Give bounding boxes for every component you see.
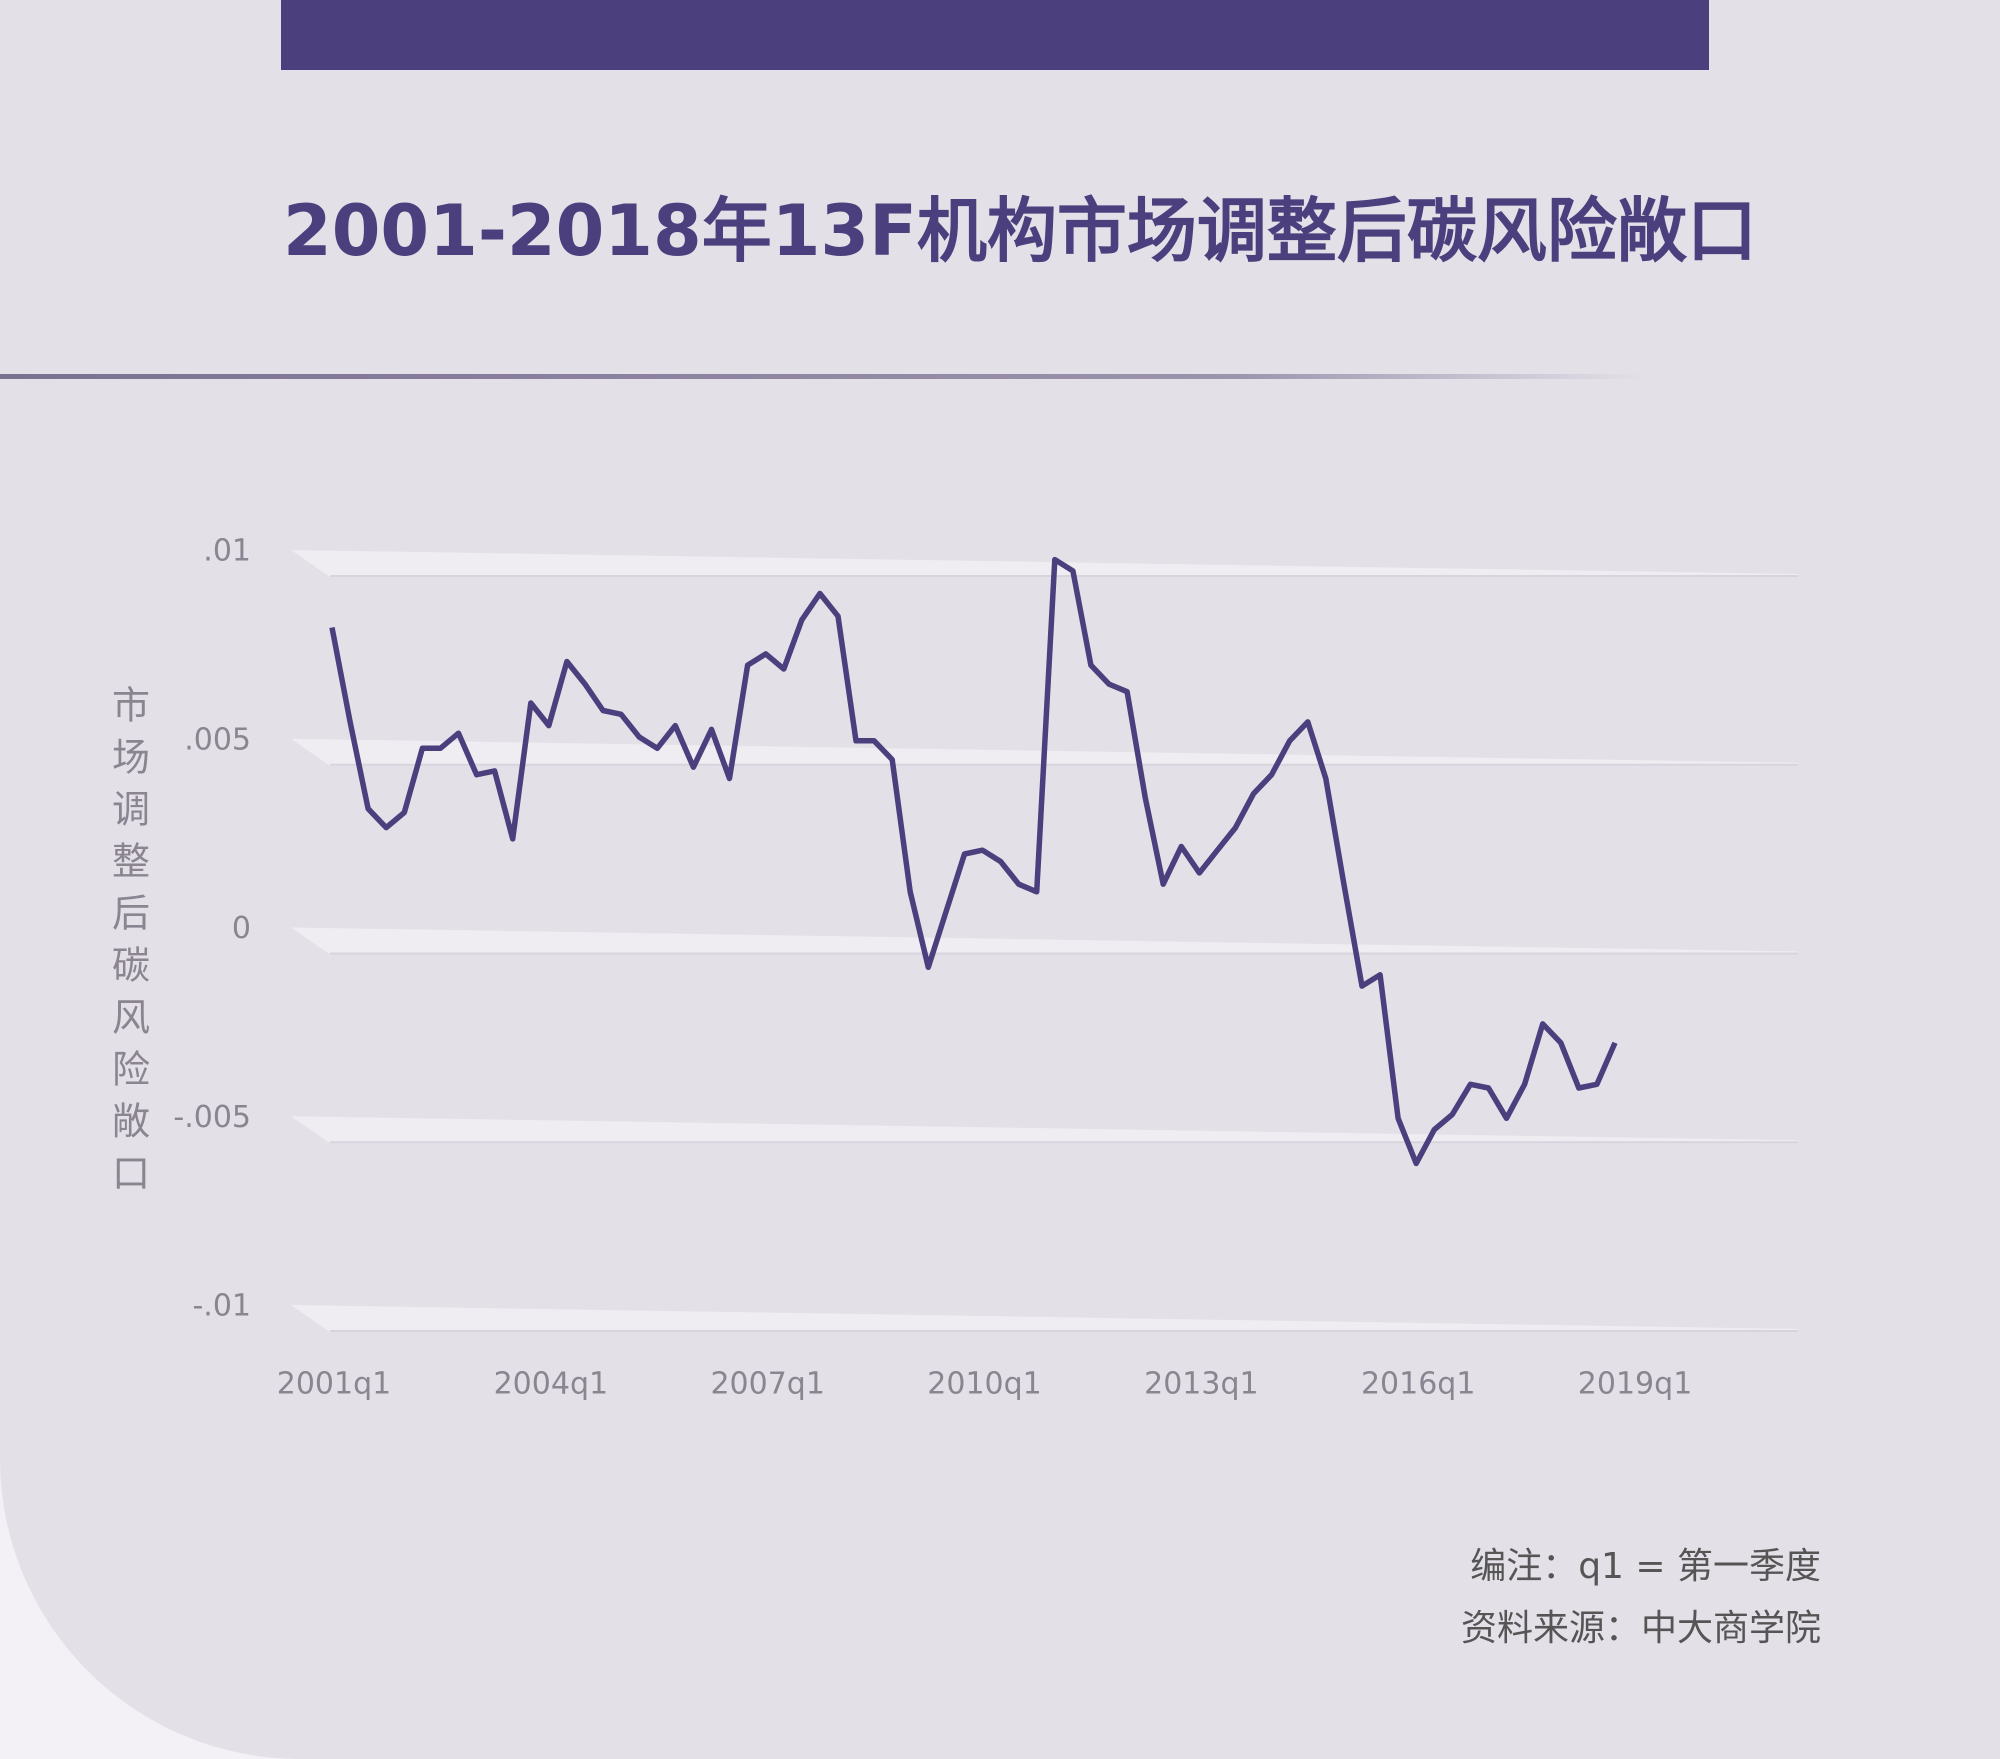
chart-title: 2001-2018年13F机构市场调整后碳风险敞口: [283, 190, 1757, 272]
header-bar: [281, 0, 1709, 70]
y-axis-label: 市场调整后碳风险敞口: [106, 685, 150, 1205]
line-series: [329, 556, 1618, 1167]
grid-band: [291, 1116, 1798, 1144]
grid-band: [291, 927, 1798, 955]
y-tick-label: -.005: [173, 1100, 251, 1135]
x-tick-label: 2007q1: [710, 1367, 824, 1402]
x-tick-label: 2001q1: [277, 1367, 391, 1402]
x-tick-label: 2004q1: [494, 1367, 608, 1402]
x-tick-label: 2010q1: [927, 1367, 1041, 1402]
x-tick-label: 2019q1: [1578, 1367, 1692, 1402]
y-tick-label: .01: [203, 534, 251, 569]
y-tick-label: .005: [184, 722, 251, 757]
note: 资料来源：中大商学院: [1461, 1608, 1821, 1649]
y-tick-label: -.01: [192, 1289, 251, 1324]
grid-band: [291, 550, 1798, 577]
note: 编注：q1 = 第一季度: [1470, 1546, 1821, 1587]
y-tick-label: 0: [232, 911, 251, 946]
divider: [0, 374, 1645, 379]
grid-band: [291, 1305, 1798, 1332]
x-tick-label: 2016q1: [1361, 1367, 1475, 1402]
x-tick-label: 2013q1: [1144, 1367, 1258, 1402]
